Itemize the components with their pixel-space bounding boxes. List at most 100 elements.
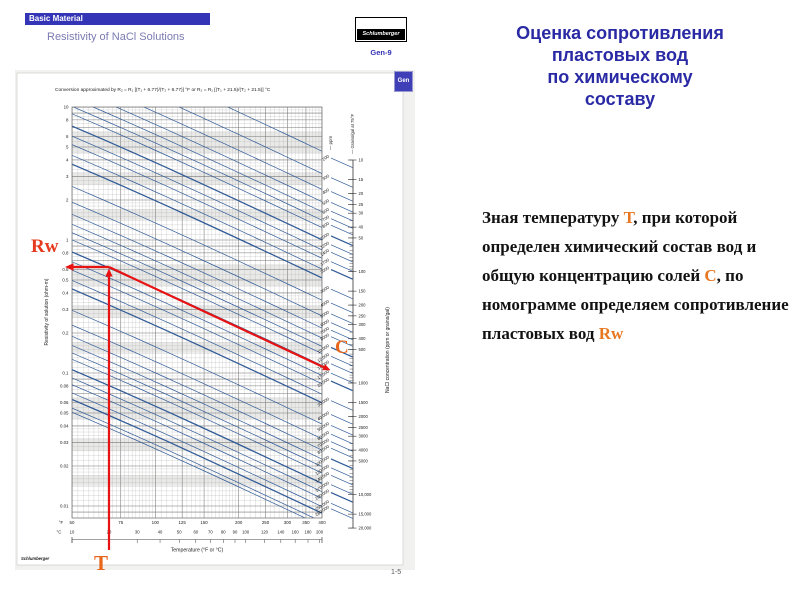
chart-grid xyxy=(72,107,322,518)
svg-text:1500: 1500 xyxy=(359,400,369,405)
slide-title-line: пластовых вод xyxy=(551,45,689,65)
svg-text:400: 400 xyxy=(321,187,330,195)
svg-text:75: 75 xyxy=(118,520,123,525)
svg-text:3: 3 xyxy=(66,174,69,179)
svg-text:30,000: 30,000 xyxy=(316,396,330,408)
svg-text:160: 160 xyxy=(292,530,300,535)
svg-text:30: 30 xyxy=(359,211,364,216)
svg-text:5000: 5000 xyxy=(359,458,369,463)
svg-text:70,000: 70,000 xyxy=(316,437,330,449)
svg-text:40,000: 40,000 xyxy=(316,410,330,422)
chart-formula: Conversion approximated by R₂ = R₁ [(T₁ … xyxy=(55,87,271,93)
svg-text:20,000: 20,000 xyxy=(316,376,330,388)
svg-text:1000: 1000 xyxy=(359,381,369,386)
svg-text:300: 300 xyxy=(359,322,367,327)
concentration-scale: 1015202530405010015020025030040050010001… xyxy=(314,113,391,530)
chart-page xyxy=(16,72,404,566)
svg-text:17,000: 17,000 xyxy=(316,368,330,380)
svg-text:150: 150 xyxy=(200,520,208,525)
svg-text:20: 20 xyxy=(359,191,364,196)
header-badge-label: Basic Material xyxy=(29,14,83,23)
slide-title-line: составу xyxy=(584,89,656,109)
svg-text:0.3: 0.3 xyxy=(62,307,69,312)
svg-text:30: 30 xyxy=(135,530,140,535)
svg-text:200: 200 xyxy=(321,153,330,161)
scale-header-ppm: — ppm xyxy=(328,136,333,150)
reading-arrows xyxy=(65,263,331,550)
svg-text:1200: 1200 xyxy=(319,240,330,250)
x-axis-labels: °F5075100125150200250300350400°C10203040… xyxy=(57,520,327,554)
brand-text: Schlumberger xyxy=(21,556,50,561)
svg-text:0.08: 0.08 xyxy=(60,383,69,388)
svg-text:10: 10 xyxy=(70,530,75,535)
svg-text:4000: 4000 xyxy=(359,448,369,453)
x-axis-title: Temperature (°F or °C) xyxy=(171,548,224,554)
svg-text:1700: 1700 xyxy=(319,257,330,267)
svg-text:0.03: 0.03 xyxy=(60,440,69,445)
svg-text:100: 100 xyxy=(242,530,250,535)
annotation-rw-label: Rw xyxy=(31,236,59,257)
right-axis-title: NaCl concentration (ppm or grains/gal) xyxy=(385,307,391,393)
svg-text:80: 80 xyxy=(221,530,226,535)
svg-text:1: 1 xyxy=(66,238,69,243)
svg-text:14,000: 14,000 xyxy=(316,359,330,371)
svg-text:300: 300 xyxy=(284,520,292,525)
svg-text:3000: 3000 xyxy=(319,284,330,294)
svg-text:0.8: 0.8 xyxy=(62,250,69,255)
svg-text:200: 200 xyxy=(316,530,324,535)
svg-text:80,000: 80,000 xyxy=(316,443,330,455)
svg-text:10,000: 10,000 xyxy=(359,492,372,497)
svg-text:140: 140 xyxy=(277,530,285,535)
slide-title: Оценка сопротивления пластовых вод по хи… xyxy=(450,22,790,110)
svg-text:180: 180 xyxy=(304,530,312,535)
svg-text:0.06: 0.06 xyxy=(60,400,69,405)
svg-text:0.6: 0.6 xyxy=(62,267,69,272)
svg-text:2: 2 xyxy=(66,198,69,203)
svg-text:500: 500 xyxy=(359,347,367,352)
svg-text:100: 100 xyxy=(359,269,367,274)
svg-text:300: 300 xyxy=(321,173,330,181)
svg-text:50,000: 50,000 xyxy=(316,421,330,433)
svg-text:6000: 6000 xyxy=(319,318,330,328)
svg-text:400: 400 xyxy=(359,336,367,341)
svg-text:15,000: 15,000 xyxy=(359,512,372,517)
svg-text:0.04: 0.04 xyxy=(60,424,69,429)
chart-panel: Conversion approximated by R₂ = R₁ [(T₁ … xyxy=(15,70,415,570)
body-text-segment: , при которой определен химический соста… xyxy=(482,208,757,285)
svg-text:4: 4 xyxy=(66,158,69,163)
svg-text:50: 50 xyxy=(70,520,75,525)
svg-text:8: 8 xyxy=(66,117,69,122)
svg-text:3000: 3000 xyxy=(359,434,369,439)
slide-title-line: Оценка сопротивления xyxy=(516,23,724,43)
body-text-segment: Rw xyxy=(598,324,624,343)
schlumberger-logo: Schlumberger xyxy=(355,17,407,42)
slide-body-text: Зная температуру Т, при которой определе… xyxy=(482,203,794,348)
scale-header-grains: — Grains/gal at 75°F xyxy=(350,113,355,154)
svg-text:60: 60 xyxy=(193,530,198,535)
y-axis-title: Resistivity of solution (ohm-m) xyxy=(44,278,50,345)
nomogram-chart: Conversion approximated by R₂ = R₁ [(T₁ … xyxy=(15,70,415,570)
header-subtitle: Resistivity of NaCl Solutions xyxy=(47,31,185,43)
svg-text:2000: 2000 xyxy=(319,265,330,275)
svg-text:100: 100 xyxy=(152,520,160,525)
svg-text:0.4: 0.4 xyxy=(62,291,69,296)
svg-text:2000: 2000 xyxy=(359,414,369,419)
svg-text:0.5: 0.5 xyxy=(62,278,69,283)
svg-text:0.1: 0.1 xyxy=(62,371,69,376)
slide-title-line: по химическому xyxy=(547,67,693,87)
svg-text:4000: 4000 xyxy=(319,298,330,308)
svg-text:50: 50 xyxy=(359,235,364,240)
svg-text:6: 6 xyxy=(66,134,69,139)
svg-text:°C: °C xyxy=(57,530,62,535)
svg-text:400: 400 xyxy=(318,520,326,525)
chart-reference-label: Gen-9 xyxy=(370,48,392,57)
svg-text:10: 10 xyxy=(64,105,69,110)
svg-text:0.02: 0.02 xyxy=(60,464,69,469)
svg-text:1400: 1400 xyxy=(319,248,330,258)
y-axis-labels: 10 8 6 5 4 3 2 1 0.8 0.6 0.5 0.4 0.3 0.2 0.1 0.08 0.06 0.… xyxy=(60,105,69,509)
svg-text:0.05: 0.05 xyxy=(60,411,69,416)
svg-text:20,000: 20,000 xyxy=(359,526,372,531)
svg-text:2500: 2500 xyxy=(359,425,369,430)
svg-text:120: 120 xyxy=(261,530,269,535)
